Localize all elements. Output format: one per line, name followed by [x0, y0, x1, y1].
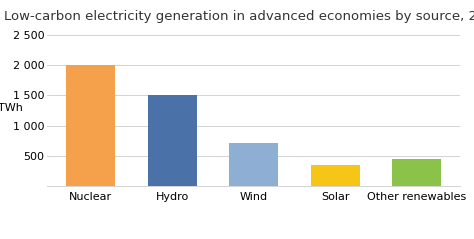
- Y-axis label: TWh: TWh: [0, 103, 23, 113]
- Bar: [392, 158, 441, 186]
- Bar: [66, 65, 115, 186]
- Bar: [229, 143, 278, 186]
- Bar: [310, 165, 360, 186]
- Bar: [147, 95, 197, 186]
- Title: Low-carbon electricity generation in advanced economies by source, 2018: Low-carbon electricity generation in adv…: [4, 10, 474, 23]
